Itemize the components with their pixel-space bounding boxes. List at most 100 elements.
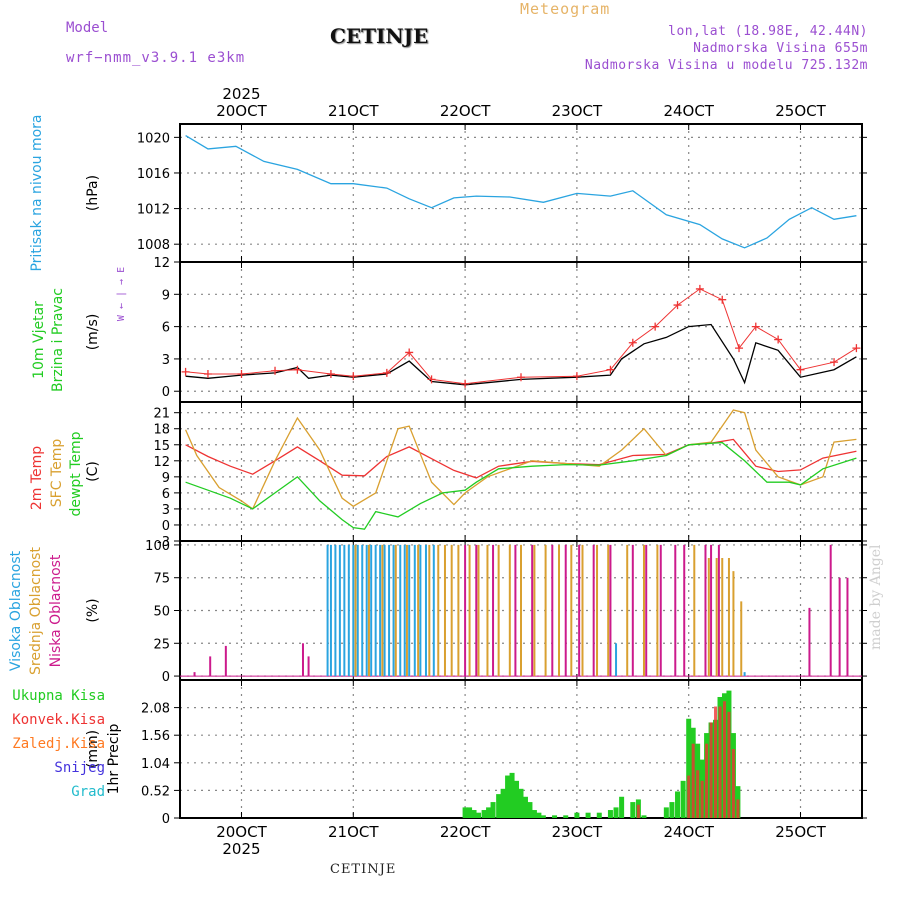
- ytick-label: 1.56: [141, 729, 170, 744]
- precip-legend-item: Snijeg: [54, 760, 105, 776]
- xtick-label-top: 25OCT: [775, 102, 826, 120]
- ytick-label: -3: [157, 535, 170, 550]
- ytick-label: 100: [145, 539, 170, 554]
- model-label: Model: [66, 20, 109, 36]
- precip-bar-convective: [700, 780, 704, 818]
- precip-bar-convective: [696, 770, 700, 818]
- ytick-label: 3: [162, 353, 170, 368]
- panel-pressure: 1008 1012 1016 1020 (hPa): [85, 123, 867, 263]
- precip-bar-total: [552, 815, 558, 818]
- ytick-label: 6: [162, 487, 170, 502]
- precip-bar-convective: [709, 722, 713, 818]
- ytick-label: 1.04: [141, 757, 170, 772]
- series-line-2m-temp: [185, 438, 857, 479]
- gust-marker: [349, 372, 358, 381]
- precip-bar-total: [536, 812, 542, 818]
- precip-bar-total: [509, 772, 515, 818]
- year-label-top: 2025: [222, 85, 260, 103]
- ytick-label: 1016: [137, 167, 170, 182]
- station-title: CETINJE: [330, 24, 429, 48]
- unit-label: (%): [85, 598, 101, 622]
- precip-bar-total: [663, 807, 669, 818]
- gust-marker: [852, 344, 861, 353]
- precip-bar-total: [531, 810, 537, 818]
- precip-bar-convective: [636, 804, 640, 818]
- xtick-label-bottom: 24OCT: [663, 823, 714, 841]
- precip-bar-total: [619, 796, 625, 818]
- ytick-label: 18: [153, 423, 170, 438]
- temp-ylabel-3: dewpt Temp: [68, 431, 84, 516]
- xtick-label-top: 24OCT: [663, 102, 714, 120]
- precip-bar-total: [574, 812, 580, 818]
- precip-bar-convective: [687, 775, 691, 818]
- unit-label: (mm): [85, 730, 101, 768]
- panel-wind: 0 3 6 9 12 (m/s): [85, 256, 867, 403]
- gust-marker: [718, 295, 727, 304]
- xtick-label-top: 21OCT: [328, 102, 379, 120]
- gust-marker: [751, 322, 760, 331]
- xtick-label-bottom: 21OCT: [328, 823, 379, 841]
- gust-marker: [695, 284, 704, 293]
- ytick-label: 3: [162, 503, 170, 518]
- precip-bar-total: [613, 807, 619, 818]
- precip-bar-total: [522, 796, 528, 818]
- gust-marker: [461, 379, 470, 388]
- ytick-label: 0: [162, 519, 170, 534]
- cloud-ylabel-1: Visoka Oblacnost: [8, 550, 24, 671]
- xtick-label-bottom: 20OCT: [216, 823, 267, 841]
- gust-marker: [405, 348, 414, 357]
- gust-marker: [735, 344, 744, 353]
- precip-bar-total: [641, 815, 647, 818]
- precip-legend-item: Konvek.Kisa: [12, 712, 105, 728]
- unit-label: (C): [85, 461, 101, 482]
- xtick-label-top: 23OCT: [552, 102, 603, 120]
- precip-bar-total: [462, 807, 468, 818]
- precip-bar-convective: [691, 743, 695, 818]
- ytick-label: 25: [153, 637, 170, 652]
- gust-marker: [181, 367, 190, 376]
- ytick-label: 0: [162, 670, 170, 685]
- gust-marker: [271, 366, 280, 375]
- temp-ylabel-2: SFC Temp: [49, 439, 65, 508]
- ytick-label: 0: [162, 812, 170, 827]
- gust-marker: [382, 368, 391, 377]
- precip-bar-convective: [714, 706, 718, 818]
- ytick-label: 0: [162, 385, 170, 400]
- series-line-pritisak: [185, 135, 857, 249]
- precip-bar-total: [500, 788, 506, 818]
- precip-ylabel: 1hr Precip: [106, 724, 122, 795]
- pressure-ylabel: Pritisak na nivou mora: [29, 114, 45, 271]
- precip-legend-item: Ukupna Kisa: [12, 688, 105, 704]
- precip-bar-total: [467, 807, 473, 818]
- precip-bar-total: [585, 812, 591, 818]
- precip-bar-total: [476, 812, 482, 818]
- precip-bar-total: [540, 815, 546, 818]
- ytick-label: 0.52: [141, 784, 170, 799]
- precip-bar-total: [630, 802, 636, 818]
- model-name: wrf−nmm_v3.9.1 e3km: [66, 50, 246, 66]
- gust-marker: [651, 322, 660, 331]
- year-label-bottom: 2025: [222, 840, 260, 858]
- gust-marker: [203, 370, 212, 378]
- precip-bar-total: [496, 794, 502, 818]
- wind-ylabel-1: 10m Vjetar: [31, 301, 47, 379]
- ytick-label: 21: [153, 407, 170, 422]
- precip-bar-convective: [727, 711, 731, 818]
- gust-marker: [628, 338, 637, 347]
- precip-bar-convective: [731, 749, 735, 818]
- panel-cloud: 0 25 50 75 100 (%): [85, 539, 867, 685]
- precip-bar-total: [680, 780, 686, 818]
- precip-bar-total: [514, 780, 520, 818]
- ytick-label: 15: [153, 439, 170, 454]
- gust-marker: [673, 301, 682, 310]
- precip-bar-total: [486, 807, 492, 818]
- gust-marker: [517, 373, 525, 382]
- xtick-label-bottom: 25OCT: [775, 823, 826, 841]
- precip-bar-convective: [705, 743, 709, 818]
- precip-bar-total: [481, 810, 487, 818]
- unit-label: (hPa): [85, 175, 101, 211]
- unit-label: (m/s): [85, 314, 101, 351]
- gust-marker: [572, 372, 581, 381]
